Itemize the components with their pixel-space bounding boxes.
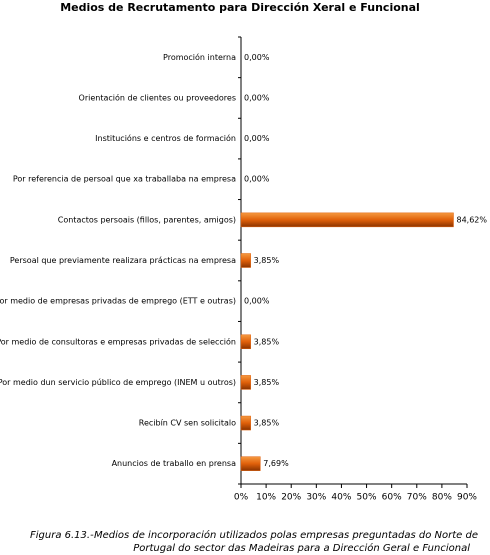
y-tick-label: Institucións e centros de formación <box>95 133 236 143</box>
bar <box>240 334 251 350</box>
y-tick-label: Promoción interna <box>163 52 236 62</box>
y-tick-label: Recibín CV sen solicitalo <box>139 419 236 428</box>
caption-label: Figura 6.13.- <box>30 530 94 541</box>
y-tick-label: Por medio dun servicio público de empreg… <box>0 378 236 387</box>
bar <box>240 456 261 471</box>
value-label: 3,85% <box>254 378 280 387</box>
value-label: 0,00% <box>244 175 270 184</box>
x-tick-label: 80% <box>432 493 452 503</box>
value-label: 7,69% <box>263 459 289 468</box>
chart-title: Medios de Recrutamento para Dirección Xe… <box>60 1 420 14</box>
caption-line: Medios de incorporación utilizados polas… <box>94 529 478 541</box>
value-label: 0,00% <box>244 134 270 143</box>
x-tick-label: 60% <box>382 493 402 503</box>
value-label: 84,62% <box>456 215 487 224</box>
y-tick-label: Orientación de clientes ou proveedores <box>79 92 236 102</box>
x-tick-label: 30% <box>306 493 326 503</box>
x-tick-label: 40% <box>331 493 351 503</box>
y-tick-label: Anuncios de traballo en prensa <box>112 459 237 468</box>
x-tick-label: 20% <box>281 493 301 503</box>
value-label: 0,00% <box>244 53 270 62</box>
bar <box>240 253 251 268</box>
y-tick-label: Por medio de empresas privadas de empreg… <box>0 297 236 306</box>
value-label: 0,00% <box>244 297 270 306</box>
value-label: 3,85% <box>254 419 280 428</box>
x-tick-label: 50% <box>357 493 377 503</box>
x-tick-label: 70% <box>407 493 427 503</box>
x-tick-label: 10% <box>256 493 276 503</box>
x-tick-label: 90% <box>457 493 477 503</box>
bar <box>240 415 251 431</box>
value-label: 3,85% <box>254 256 280 265</box>
caption-line: Portugal do sector das Madeiras para a D… <box>133 542 470 554</box>
y-tick-label: Persoal que previamente realizara prácti… <box>10 256 236 265</box>
y-tick-label: Contactos persoais (fillos, parentes, am… <box>58 215 236 224</box>
x-tick-label: 0% <box>234 493 249 503</box>
y-tick-label: Por referencia de persoal que xa traball… <box>13 175 236 184</box>
value-label: 3,85% <box>254 337 280 346</box>
y-tick-label: Por medio de consultoras e empresas priv… <box>0 336 236 346</box>
bar <box>240 375 251 390</box>
value-label: 0,00% <box>244 93 270 102</box>
bar <box>240 212 454 228</box>
